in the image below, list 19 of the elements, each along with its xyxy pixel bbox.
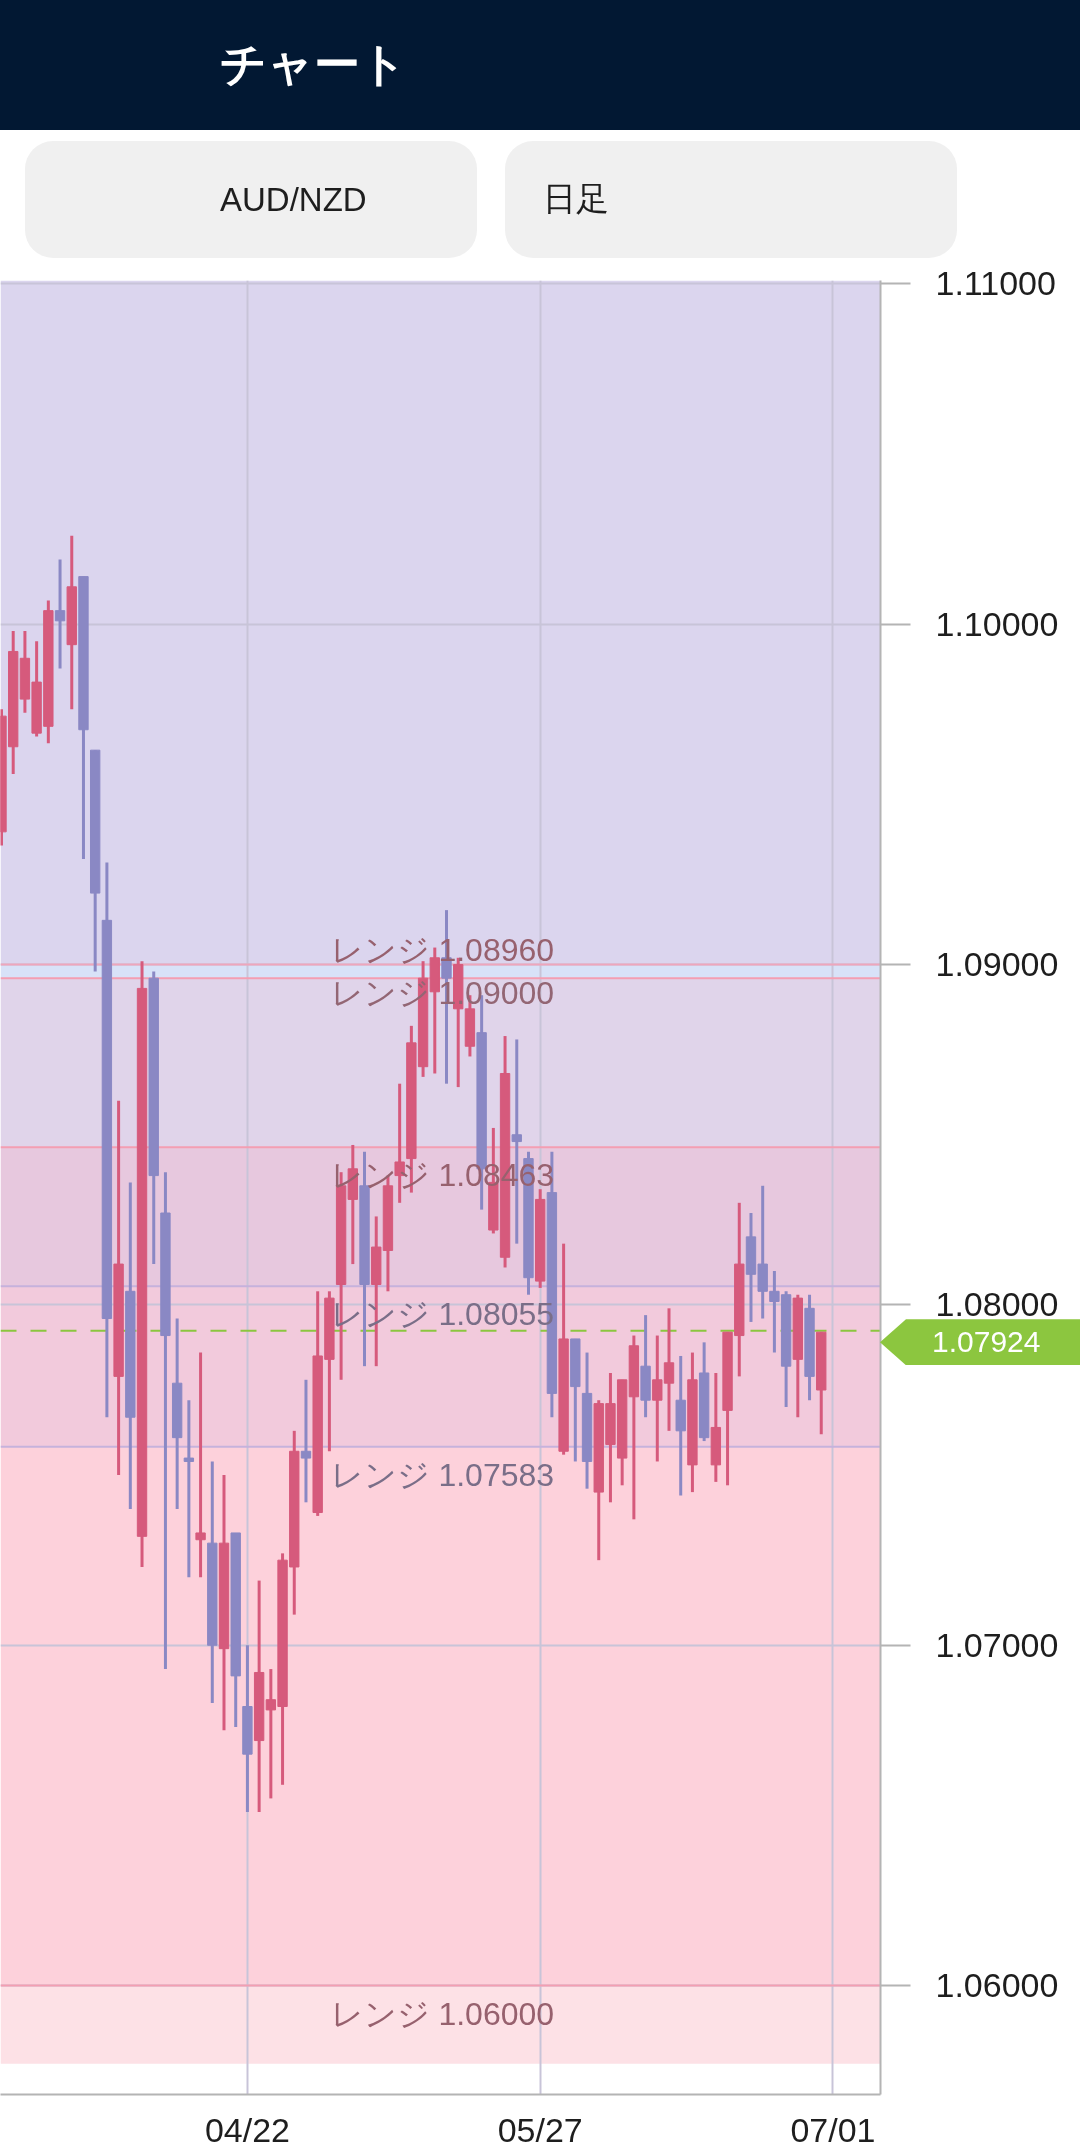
x-tick-label: 04/22 <box>204 2110 290 2149</box>
y-tick-label: 1.09000 <box>935 945 1059 984</box>
ref-line-label: レンジ 1.07583 <box>330 1456 555 1493</box>
ref-line-label: 1.07924 <box>932 1325 1041 1359</box>
x-tick-label: 05/27 <box>497 2110 583 2149</box>
x-tick-label: 07/01 <box>790 2110 876 2149</box>
candlestick <box>183 1400 195 1579</box>
text: 日足 <box>505 141 957 258</box>
y-tick-label: 1.07000 <box>935 1625 1059 1664</box>
y-tick-label: 1.10000 <box>935 604 1059 643</box>
chart-title: チャート <box>0 0 1080 130</box>
candlestick <box>195 1352 206 1579</box>
y-tick-label: 1.06000 <box>935 1966 1059 2005</box>
y-tick-label: 1.08000 <box>935 1285 1059 1324</box>
y-tick-label: 1.11000 <box>935 264 1056 303</box>
candlestick <box>300 1378 312 1503</box>
ref-line-label: レンジ 1.06000 <box>330 1995 555 2032</box>
candlestick <box>54 559 66 669</box>
chart-subtitle: AUD/NZD <box>25 141 477 258</box>
